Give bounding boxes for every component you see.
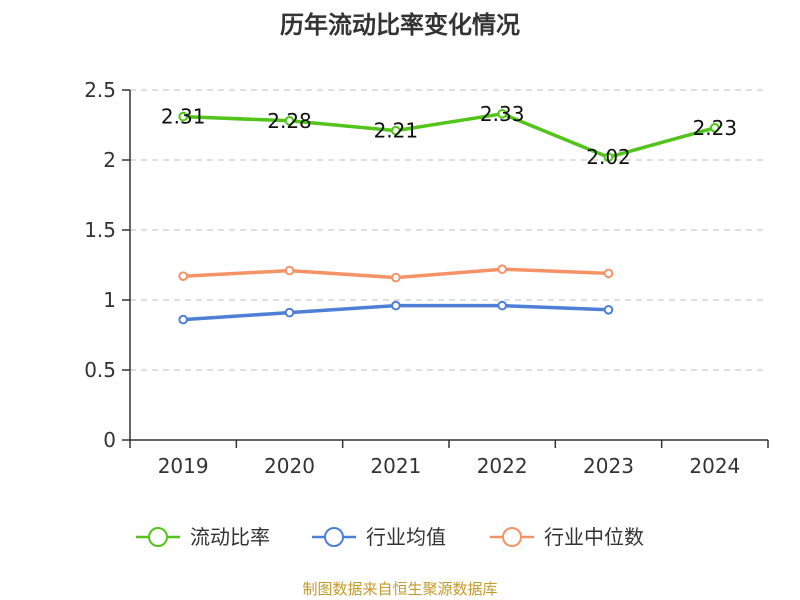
legend-label: 流动比率 xyxy=(190,525,270,549)
data-point[interactable] xyxy=(497,264,507,275)
data-point[interactable] xyxy=(603,305,614,315)
data-point[interactable] xyxy=(178,314,188,325)
legend[interactable]: 流动比率 行业均值 行业中位数 xyxy=(136,525,644,549)
y-tick-label: 0.5 xyxy=(84,358,116,382)
y-tick-label: 1.5 xyxy=(84,218,116,242)
x-tick-label: 2020 xyxy=(264,454,315,478)
x-tick-label: 2023 xyxy=(583,454,634,478)
legend-item-0[interactable]: 流动比率 xyxy=(136,525,270,549)
data-point[interactable] xyxy=(391,272,401,283)
data-label: 2.23 xyxy=(693,116,738,140)
data-point[interactable] xyxy=(710,123,720,133)
legend-item-1[interactable]: 行业均值 xyxy=(312,525,446,549)
data-point[interactable] xyxy=(603,268,614,279)
axes: 0 0.5 1 1.5 2 2.5 2019 2020 2021 2022 2023 2024 xyxy=(84,78,769,478)
data-label: 2.31 xyxy=(161,105,206,129)
data-label: 2.33 xyxy=(480,102,525,126)
data-point[interactable] xyxy=(284,265,295,276)
legend-label: 行业均值 xyxy=(366,525,446,549)
chart-title: 历年流动比率变化情况 xyxy=(280,11,520,39)
data-point[interactable] xyxy=(497,109,507,119)
legend-label: 行业中位数 xyxy=(544,525,644,549)
legend-marker xyxy=(502,527,522,547)
legend-marker xyxy=(324,527,344,547)
legend-item-2[interactable]: 行业中位数 xyxy=(490,525,644,549)
grid-lines xyxy=(130,89,768,371)
data-point[interactable] xyxy=(284,307,295,318)
y-tick-label: 1 xyxy=(103,288,116,312)
data-point[interactable] xyxy=(603,152,614,162)
series-group: 2.31 2.28 2.21 2.33 2.02 2.23 xyxy=(161,102,738,325)
data-point[interactable] xyxy=(178,111,188,122)
y-tick-label: 0 xyxy=(103,428,116,452)
source-note: 制图数据来自恒生聚源数据库 xyxy=(302,580,497,598)
data-point[interactable] xyxy=(497,300,507,311)
data-label: 2.28 xyxy=(267,109,312,133)
x-tick-label: 2021 xyxy=(370,454,421,478)
legend-marker xyxy=(148,527,168,547)
data-point[interactable] xyxy=(178,271,188,282)
x-tick-label: 2024 xyxy=(689,454,740,478)
x-tick-label: 2022 xyxy=(477,454,528,478)
data-label: 2.02 xyxy=(586,145,631,169)
data-point[interactable] xyxy=(284,116,295,126)
data-point[interactable] xyxy=(391,125,401,136)
data-point[interactable] xyxy=(391,300,401,311)
x-tick-label: 2019 xyxy=(158,454,209,478)
y-tick-label: 2.5 xyxy=(84,78,116,102)
y-tick-label: 2 xyxy=(103,148,116,172)
series-line-0 xyxy=(181,112,717,159)
data-label: 2.21 xyxy=(374,119,419,143)
